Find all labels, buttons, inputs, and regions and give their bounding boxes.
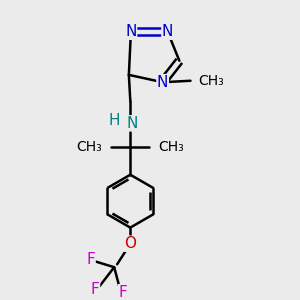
- Text: CH₃: CH₃: [198, 74, 224, 88]
- Text: N: N: [126, 116, 137, 131]
- Text: N: N: [125, 24, 136, 39]
- Text: N: N: [162, 24, 173, 39]
- Text: F: F: [91, 282, 100, 297]
- Text: F: F: [86, 252, 95, 267]
- Text: CH₃: CH₃: [158, 140, 184, 154]
- Text: H: H: [108, 113, 120, 128]
- Text: CH₃: CH₃: [77, 140, 102, 154]
- Text: O: O: [124, 236, 136, 251]
- Text: F: F: [118, 285, 127, 300]
- Text: N: N: [157, 75, 168, 90]
